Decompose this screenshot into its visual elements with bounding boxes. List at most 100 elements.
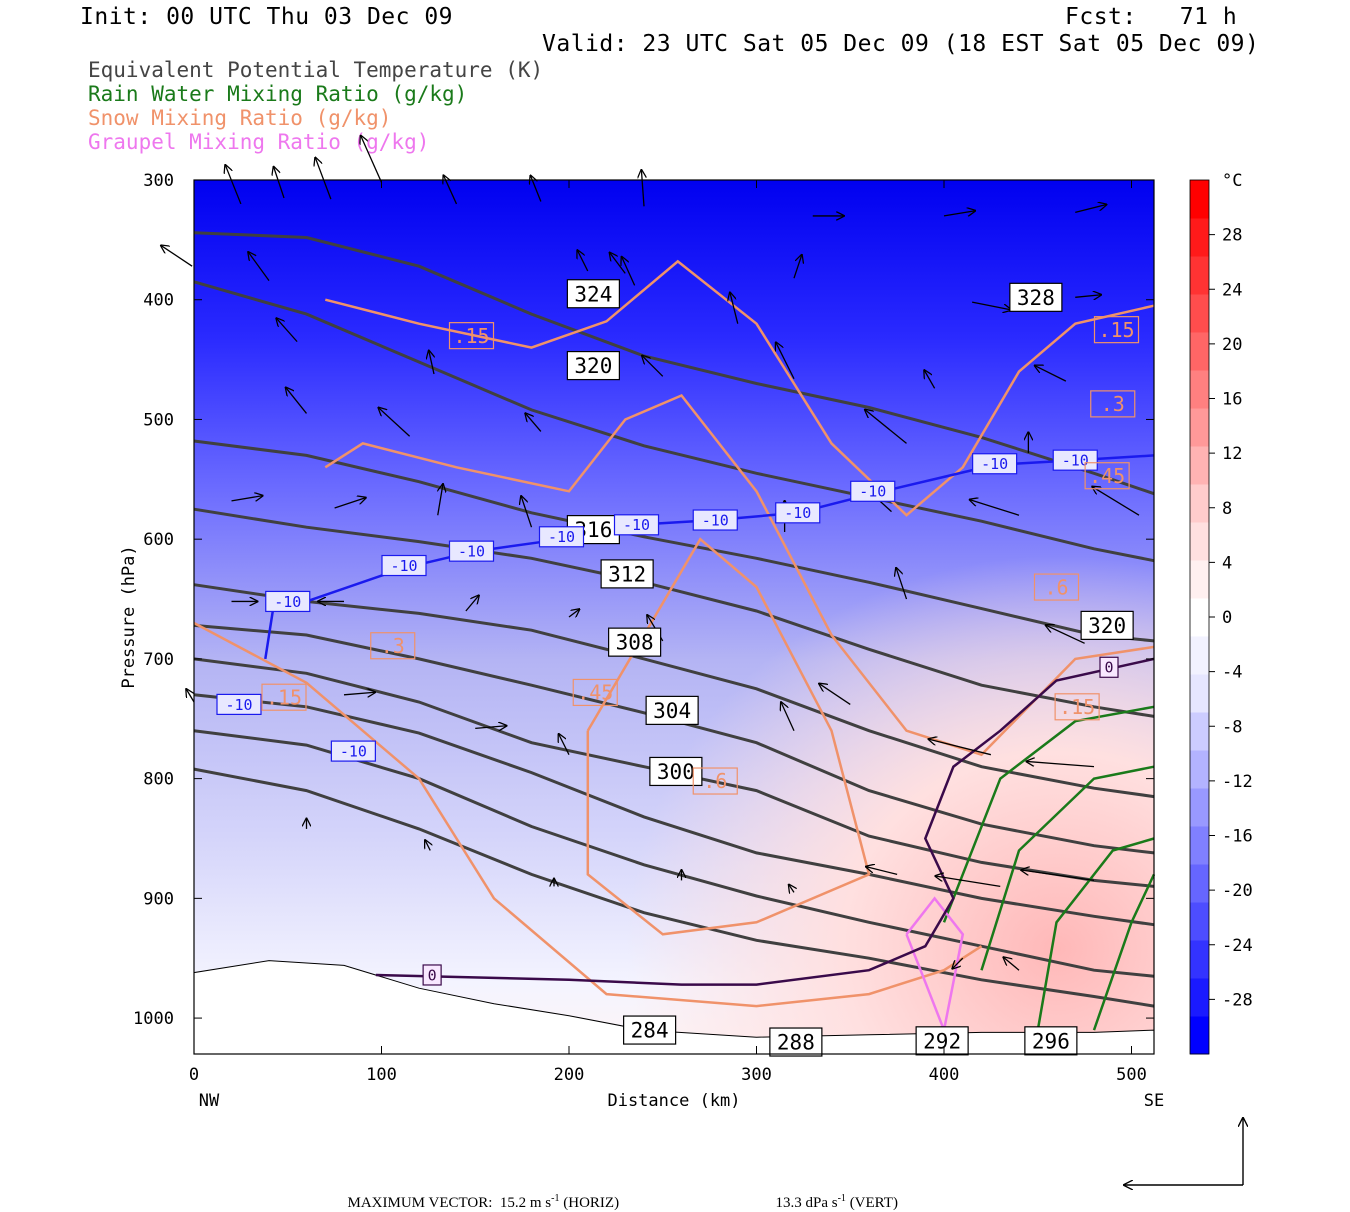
vert-tag: (VERT) — [849, 1195, 898, 1211]
shading-warm — [194, 180, 1154, 1054]
colorbar-swatch — [1190, 370, 1209, 409]
y-tick-label: 800 — [143, 770, 174, 790]
wind-vector — [819, 684, 851, 705]
colorbar-swatch — [1190, 750, 1209, 789]
legend-snow: Snow Mixing Ratio (g/kg) — [88, 106, 392, 130]
colorbar-label: -20 — [1222, 881, 1253, 901]
temperature-label-box — [850, 480, 896, 502]
temperature-label-box — [613, 514, 660, 536]
theta-e-label-box — [1080, 610, 1134, 640]
wind-vector — [276, 318, 298, 343]
snow-label: .45 — [577, 681, 613, 705]
colorbar-swatch — [1190, 180, 1209, 219]
colorbar-label: -12 — [1222, 772, 1253, 792]
wind-vector — [429, 351, 434, 375]
y-tick-label: 700 — [143, 650, 174, 670]
x-tick-label: 0 — [189, 1065, 199, 1085]
temperature-label: -10 — [390, 557, 417, 575]
wind-vector — [231, 496, 263, 502]
theta-e-label-box — [608, 627, 662, 657]
rain-line — [1092, 873, 1156, 1031]
wind-vector — [286, 387, 308, 414]
max-vector-footer: MAXIMUM VECTOR: 15.2 m s-1 (HORIZ) — [340, 1176, 620, 1212]
x-tick-label: 500 — [1116, 1065, 1147, 1085]
temperature-label-box — [538, 526, 585, 548]
wind-vector — [577, 250, 589, 272]
theta-e-label: 292 — [923, 1029, 961, 1053]
colorbar-swatch — [1190, 484, 1209, 523]
temperature-label: 0 — [1104, 659, 1113, 677]
temperature-label: -10 — [274, 593, 301, 611]
theta-e-label-box — [600, 559, 654, 589]
wind-vector — [568, 609, 579, 617]
colorbar-swatch — [1190, 940, 1209, 979]
se-label: SE — [1144, 1091, 1164, 1111]
wind-vector — [952, 957, 964, 968]
snow-label: .3 — [1101, 392, 1125, 416]
theta-e-line — [193, 623, 1155, 855]
valid-time: Valid: 23 UTC Sat 05 Dec 09 (18 EST Sat … — [542, 31, 1260, 57]
colorbar-swatch — [1190, 598, 1209, 637]
wind-vector — [971, 301, 1011, 310]
wind-vector — [1003, 957, 1020, 971]
wind-vector — [1092, 487, 1140, 516]
wind-vector — [525, 413, 542, 432]
y-tick-label: 400 — [143, 291, 174, 311]
theta-e-label-box — [645, 695, 699, 725]
colorbar-label: 28 — [1222, 226, 1242, 246]
snow-label-box — [1084, 462, 1130, 490]
forecast-hour: Fcst: 71 h — [1065, 4, 1238, 30]
theta-e-label: 308 — [616, 631, 654, 655]
wind-vector — [1075, 295, 1101, 298]
colorbar-label: 0 — [1222, 608, 1232, 628]
theta-e-label: 300 — [657, 760, 695, 784]
wind-vector — [225, 165, 242, 205]
temperature-label-box — [448, 540, 495, 562]
wind-vector — [521, 496, 533, 528]
temperature-label-box — [972, 453, 1018, 475]
wind-vector — [793, 255, 802, 279]
wind-vector — [943, 211, 975, 217]
theta-e-label: 320 — [1088, 614, 1126, 638]
temperature-label: -10 — [784, 504, 811, 522]
snow-label: .15 — [1098, 318, 1134, 342]
wind-vector — [622, 257, 636, 286]
theta-e-line — [193, 693, 1155, 927]
theta-e-line — [193, 583, 1155, 799]
snow-label-box — [692, 767, 738, 795]
snow-label: .15 — [266, 685, 302, 709]
colorbar-swatch — [1190, 218, 1209, 257]
wind-vectors — [161, 136, 1140, 971]
temperature-label-box — [1052, 449, 1098, 471]
rain-line — [980, 765, 1155, 971]
colorbar-swatch — [1190, 864, 1209, 903]
colorbar-label: -4 — [1222, 663, 1242, 683]
snow-label-box — [1093, 316, 1140, 344]
snow-label-box — [1054, 693, 1100, 721]
colorbar-label: 12 — [1222, 444, 1242, 464]
colorbar-label: 16 — [1222, 390, 1242, 410]
temperature-shading — [193, 180, 1155, 1055]
theta-e-label-box — [623, 1015, 677, 1045]
theta-e-label: 304 — [653, 699, 691, 723]
axes: 300 400 500 600 700 800 900 1000 0 100 200 300 400 50… — [119, 171, 1164, 1111]
colorbar-swatch — [1190, 978, 1209, 1017]
wind-vector — [935, 876, 1001, 888]
colorbar-swatch — [1190, 826, 1209, 865]
horiz-tag: (HORIZ) — [563, 1195, 620, 1211]
wind-vector — [343, 692, 375, 695]
max-vector-label: MAXIMUM VECTOR: — [347, 1195, 493, 1211]
x-tick-label: 300 — [741, 1065, 772, 1085]
theta-e-line — [193, 439, 1155, 643]
vert-exp: -1 — [837, 1193, 846, 1204]
wind-vector — [610, 253, 626, 274]
wind-vector — [641, 170, 644, 207]
snow-line — [586, 537, 871, 936]
snow-label: .6 — [703, 769, 727, 793]
x-tick-label: 400 — [929, 1065, 960, 1085]
reference-vector-arrow — [1124, 1118, 1243, 1185]
wind-vector — [559, 734, 570, 755]
wind-vector — [866, 867, 898, 876]
wind-vector — [865, 410, 907, 444]
temperature-label: -10 — [548, 528, 575, 546]
